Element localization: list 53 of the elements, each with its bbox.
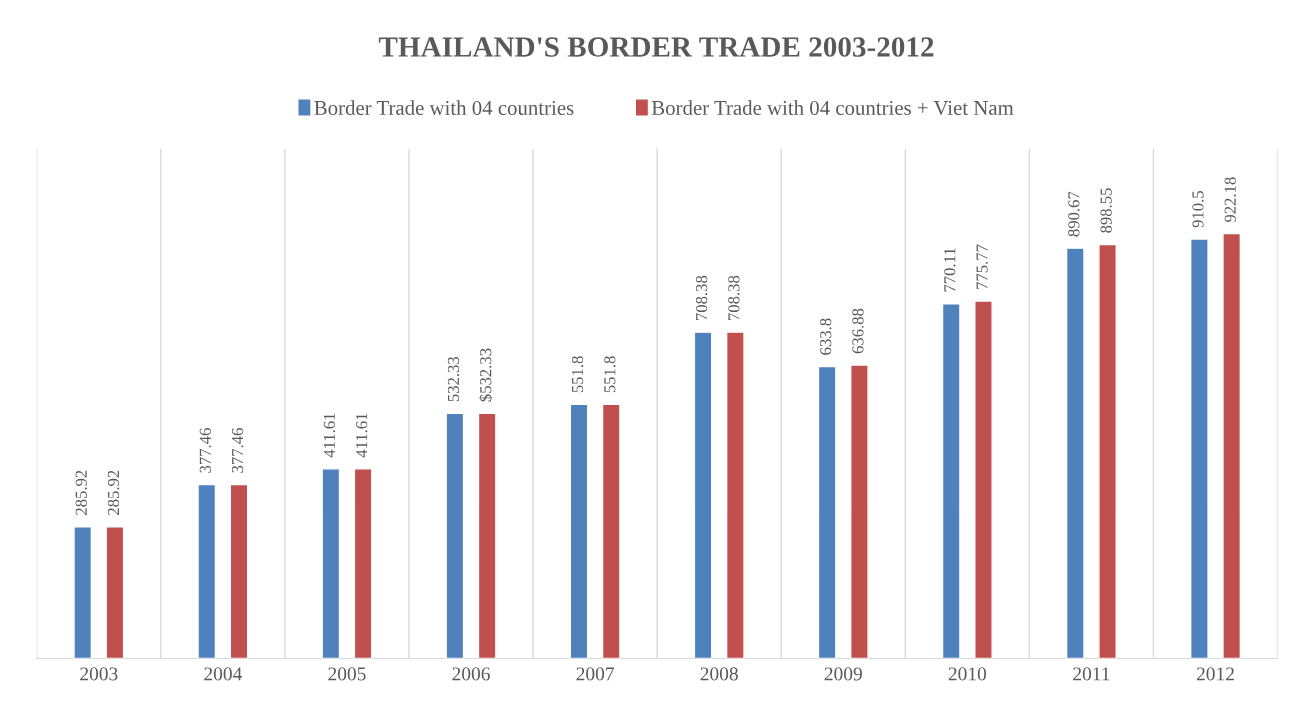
- data-label: 285.92: [75, 470, 87, 515]
- data-label: 708.38: [728, 275, 740, 320]
- data-label: 910.5: [1192, 191, 1204, 228]
- data-label: 633.8: [820, 318, 832, 355]
- bar: [1222, 232, 1242, 659]
- bar: [445, 412, 465, 659]
- legend-label: Border Trade with 04 countries + Viet Nam: [651, 100, 1014, 116]
- data-label: 551.8: [571, 356, 584, 393]
- bar: [693, 331, 713, 659]
- x-tick-label: 2006: [452, 667, 490, 681]
- data-label: 708.38: [695, 275, 708, 320]
- x-tick-label: 2005: [328, 667, 366, 681]
- data-label: 770.11: [944, 248, 956, 292]
- data-label: 922.18: [1224, 177, 1236, 222]
- x-tick-label: 2012: [1196, 667, 1234, 681]
- chart-title: THAILAND'S BORDER TRADE 2003-2012: [378, 37, 934, 57]
- x-tick-label: 2003: [80, 667, 118, 681]
- bar: [569, 403, 589, 659]
- bar: [197, 483, 217, 659]
- bar: [817, 365, 837, 659]
- bar: [1065, 247, 1085, 659]
- data-label: 377.46: [231, 428, 244, 473]
- data-label: $532.33: [479, 348, 493, 402]
- bar: [941, 302, 961, 659]
- x-tick-label: 2011: [1073, 667, 1110, 681]
- x-tick-label: 2007: [576, 667, 614, 681]
- data-label: 636.88: [852, 308, 864, 354]
- x-tick-label: 2009: [824, 667, 862, 681]
- bar: [1189, 238, 1209, 659]
- bar: [725, 331, 745, 659]
- data-label: 551.8: [604, 356, 616, 393]
- bar: [321, 468, 341, 659]
- data-label: 411.61: [323, 413, 336, 458]
- bar: [229, 483, 249, 659]
- bar: [1098, 243, 1117, 659]
- bar: [850, 364, 869, 659]
- data-label: 285.92: [107, 470, 120, 515]
- bar: [974, 300, 993, 659]
- bar: [353, 468, 373, 659]
- bar: [105, 526, 125, 659]
- data-label: 890.67: [1068, 191, 1080, 237]
- bar: [601, 403, 621, 659]
- data-label: 377.46: [199, 428, 211, 473]
- x-tick-label: 2010: [948, 667, 987, 681]
- data-label: 411.61: [356, 413, 368, 458]
- x-tick-label: 2004: [204, 667, 243, 681]
- bar: [477, 412, 497, 659]
- data-label: 898.55: [1100, 188, 1112, 233]
- data-label: 775.77: [976, 244, 988, 289]
- x-tick-label: 2008: [700, 667, 738, 681]
- data-label: 532.33: [447, 356, 460, 402]
- bar: [73, 526, 93, 659]
- legend-label: Border Trade with 04 countries: [314, 100, 574, 115]
